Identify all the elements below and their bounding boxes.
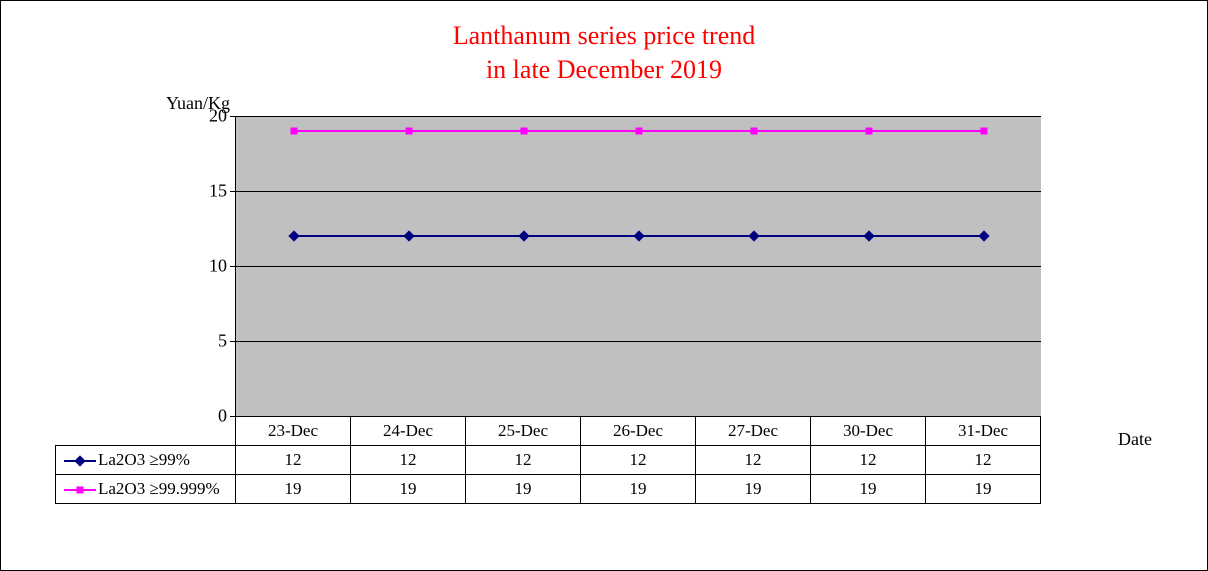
table-value-cell: 12 — [811, 446, 926, 475]
gridline — [236, 116, 1041, 117]
data-marker — [978, 230, 989, 241]
table-header-row: 23-Dec24-Dec25-Dec26-Dec27-Dec30-Dec31-D… — [56, 417, 1041, 446]
data-marker — [405, 128, 412, 135]
table-value-cell: 12 — [696, 446, 811, 475]
data-marker — [290, 128, 297, 135]
table-category-header: 27-Dec — [696, 417, 811, 446]
y-tick-mark — [230, 116, 236, 117]
table-value-cell: 19 — [926, 475, 1041, 504]
table-category-header: 24-Dec — [351, 417, 466, 446]
table-category-header: 23-Dec — [236, 417, 351, 446]
data-marker — [750, 128, 757, 135]
data-marker — [403, 230, 414, 241]
data-marker — [520, 128, 527, 135]
table-category-header: 31-Dec — [926, 417, 1041, 446]
y-tick-label: 10 — [197, 256, 227, 277]
legend-cell: La2O3 ≥99% — [56, 446, 236, 475]
legend-series-name: La2O3 ≥99.999% — [98, 479, 220, 498]
gridline — [236, 191, 1041, 192]
y-tick-mark — [230, 266, 236, 267]
table-value-cell: 19 — [351, 475, 466, 504]
table-value-cell: 12 — [466, 446, 581, 475]
table-value-cell: 12 — [236, 446, 351, 475]
table-value-cell: 12 — [581, 446, 696, 475]
table-value-cell: 19 — [581, 475, 696, 504]
table-value-cell: 12 — [351, 446, 466, 475]
y-tick-mark — [230, 191, 236, 192]
data-marker — [865, 128, 872, 135]
data-table: 23-Dec24-Dec25-Dec26-Dec27-Dec30-Dec31-D… — [55, 416, 1041, 504]
table-category-header: 30-Dec — [811, 417, 926, 446]
table-category-header: 26-Dec — [581, 417, 696, 446]
data-marker — [748, 230, 759, 241]
data-marker — [288, 230, 299, 241]
table-value-cell: 19 — [811, 475, 926, 504]
chart-container: Lanthanum series price trend in late Dec… — [0, 0, 1208, 571]
chart-title: Lanthanum series price trend in late Dec… — [1, 1, 1207, 87]
y-tick-label: 15 — [197, 181, 227, 202]
legend-cell: La2O3 ≥99.999% — [56, 475, 236, 504]
data-marker — [635, 128, 642, 135]
table-corner-cell — [56, 417, 236, 446]
legend-swatch — [64, 454, 96, 468]
gridline — [236, 266, 1041, 267]
table-row: La2O3 ≥99.999%19191919191919 — [56, 475, 1041, 504]
table-value-cell: 12 — [926, 446, 1041, 475]
table-value-cell: 19 — [466, 475, 581, 504]
table-row: La2O3 ≥99%12121212121212 — [56, 446, 1041, 475]
table-category-header: 25-Dec — [466, 417, 581, 446]
legend-swatch — [64, 483, 96, 497]
y-tick-mark — [230, 341, 236, 342]
table-value-cell: 19 — [236, 475, 351, 504]
plot-area — [235, 116, 1041, 417]
data-marker — [980, 128, 987, 135]
chart-title-line1: Lanthanum series price trend — [453, 21, 756, 50]
table-value-cell: 19 — [696, 475, 811, 504]
data-marker — [633, 230, 644, 241]
data-marker — [518, 230, 529, 241]
x-axis-label: Date — [1118, 429, 1152, 450]
legend-series-name: La2O3 ≥99% — [98, 450, 190, 469]
chart-title-line2: in late December 2019 — [486, 55, 722, 84]
gridline — [236, 341, 1041, 342]
data-marker — [863, 230, 874, 241]
y-tick-label: 5 — [197, 331, 227, 352]
y-tick-label: 20 — [197, 106, 227, 127]
